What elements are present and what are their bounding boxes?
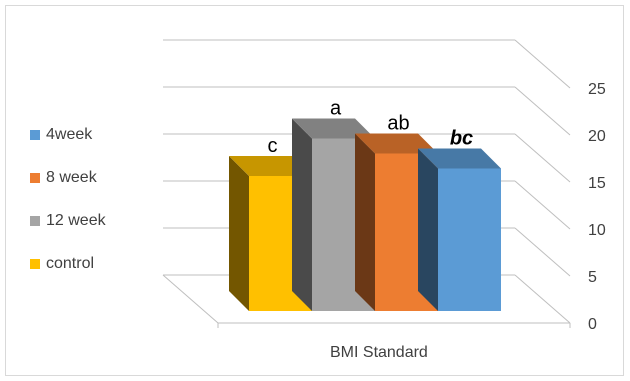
legend-label: 4week [46, 126, 93, 143]
bar-label: c [268, 135, 278, 157]
y-tick-label: 25 [588, 81, 606, 98]
bar-top [418, 148, 501, 169]
gridline-side [514, 86, 571, 136]
y-tick-label: 5 [588, 269, 597, 286]
legend-swatch [30, 173, 40, 183]
bar-side [229, 156, 249, 311]
legend-label: 8 week [46, 169, 97, 186]
bar-label: a [330, 98, 342, 120]
bar-label: bc [450, 128, 473, 150]
legend-item-8week: 8 week [30, 167, 106, 189]
legend-swatch [30, 130, 40, 140]
y-tick-label: 15 [588, 175, 606, 192]
bar-top [229, 156, 312, 176]
legend-label: 12 week [46, 212, 106, 229]
bar-side [355, 133, 375, 311]
gridline-side [514, 274, 571, 324]
legend-item-12week: 12 week [30, 210, 106, 232]
x-axis-label: BMI Standard [330, 344, 428, 361]
gridline-side [514, 227, 571, 277]
gridline-side [514, 133, 571, 183]
legend-item-4week: 4week [30, 124, 106, 146]
legend-item-control: control [30, 253, 106, 275]
bar-side [418, 148, 438, 311]
y-tick-label: 20 [588, 128, 606, 145]
y-tick-label: 0 [588, 316, 597, 333]
legend-swatch [30, 216, 40, 226]
bar-top [355, 133, 438, 154]
bar-top [292, 118, 375, 139]
bar-front [438, 168, 501, 311]
gridline-side [514, 180, 571, 230]
floor-edge [162, 274, 219, 324]
gridline-side [514, 39, 571, 89]
legend-swatch [30, 259, 40, 269]
bar-side [292, 118, 312, 311]
y-tick-label: 10 [588, 222, 606, 239]
bar-label: ab [387, 113, 409, 135]
legend-label: control [46, 255, 95, 272]
legend: 4week 8 week 12 week control [30, 124, 106, 296]
